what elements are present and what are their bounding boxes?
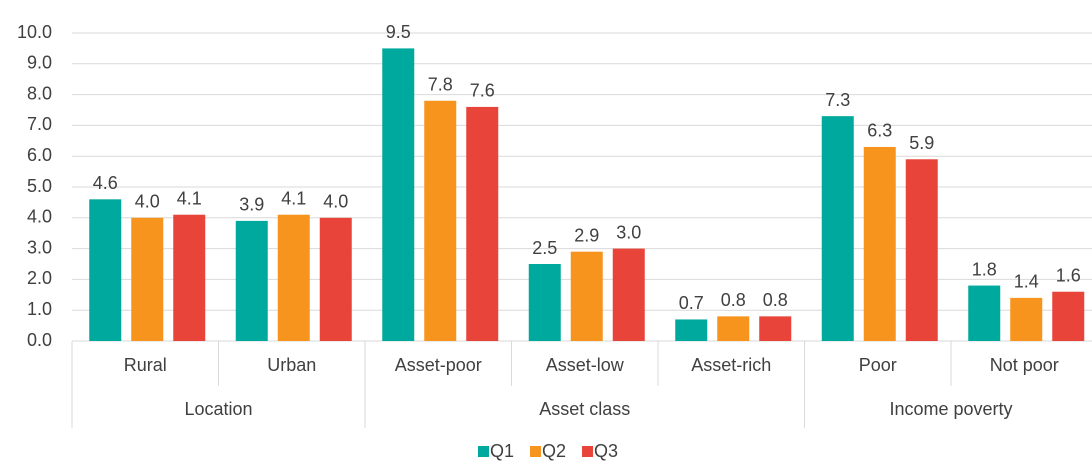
x-tick-label: Asset-low: [546, 355, 625, 375]
legend-label: Q3: [594, 441, 618, 461]
legend-swatch: [478, 446, 489, 457]
data-label: 2.9: [574, 225, 599, 245]
bar: [863, 146, 896, 341]
legend-label: Q1: [490, 441, 514, 461]
x-tick-label: Poor: [859, 355, 897, 375]
bar: [717, 316, 750, 341]
x-tick-label: Not poor: [990, 355, 1059, 375]
bar: [675, 319, 708, 341]
bar: [277, 214, 310, 341]
bar: [466, 106, 499, 341]
bar: [528, 264, 561, 341]
data-label: 1.6: [1056, 265, 1081, 285]
bar: [905, 159, 938, 341]
y-tick-label: 10.0: [17, 22, 52, 42]
bar: [319, 217, 352, 341]
data-label: 3.0: [616, 222, 641, 242]
x-tick-label: Asset-rich: [691, 355, 771, 375]
y-tick-label: 1.0: [27, 299, 52, 319]
y-tick-label: 4.0: [27, 207, 52, 227]
x-tick-label: Rural: [124, 355, 167, 375]
group-label: Asset class: [539, 399, 630, 419]
data-label: 7.3: [825, 90, 850, 110]
group-label: Income poverty: [889, 399, 1012, 419]
group-label: Location: [184, 399, 252, 419]
data-label: 0.8: [721, 290, 746, 310]
data-label: 0.8: [763, 290, 788, 310]
bar: [235, 220, 268, 341]
bar: [89, 199, 122, 341]
legend-swatch: [530, 446, 542, 457]
data-label: 2.5: [532, 238, 557, 258]
data-label: 4.0: [135, 192, 160, 212]
bar: [1052, 291, 1085, 341]
y-tick-label: 0.0: [27, 330, 52, 350]
y-tick-label: 9.0: [27, 53, 52, 73]
bar: [424, 100, 457, 341]
data-label: 9.5: [386, 22, 411, 42]
y-tick-label: 6.0: [27, 145, 52, 165]
legend-swatch: [582, 446, 594, 457]
bar: [570, 251, 603, 341]
y-tick-label: 2.0: [27, 268, 52, 288]
data-label: 7.6: [470, 81, 495, 101]
x-tick-label: Urban: [267, 355, 316, 375]
y-tick-label: 5.0: [27, 176, 52, 196]
bar: [759, 316, 792, 341]
data-label: 1.8: [972, 259, 997, 279]
data-label: 1.4: [1014, 272, 1039, 292]
bar: [968, 285, 1001, 341]
data-label: 5.9: [909, 133, 934, 153]
y-tick-label: 3.0: [27, 237, 52, 257]
bar: [821, 116, 854, 341]
data-label: 7.8: [428, 75, 453, 95]
bar: [612, 248, 645, 341]
data-label: 3.9: [239, 195, 264, 215]
legend-label: Q2: [542, 441, 566, 461]
data-label: 4.1: [281, 188, 306, 208]
bar: [1010, 297, 1043, 341]
data-label: 4.1: [177, 188, 202, 208]
data-label: 4.0: [323, 192, 348, 212]
bar: [382, 48, 415, 342]
y-tick-label: 8.0: [27, 83, 52, 103]
bar: [131, 217, 164, 341]
bar: [173, 214, 206, 341]
x-tick-label: Asset-poor: [395, 355, 482, 375]
data-label: 0.7: [679, 293, 704, 313]
data-label: 4.6: [93, 173, 118, 193]
y-tick-label: 7.0: [27, 114, 52, 134]
data-label: 6.3: [867, 121, 892, 141]
